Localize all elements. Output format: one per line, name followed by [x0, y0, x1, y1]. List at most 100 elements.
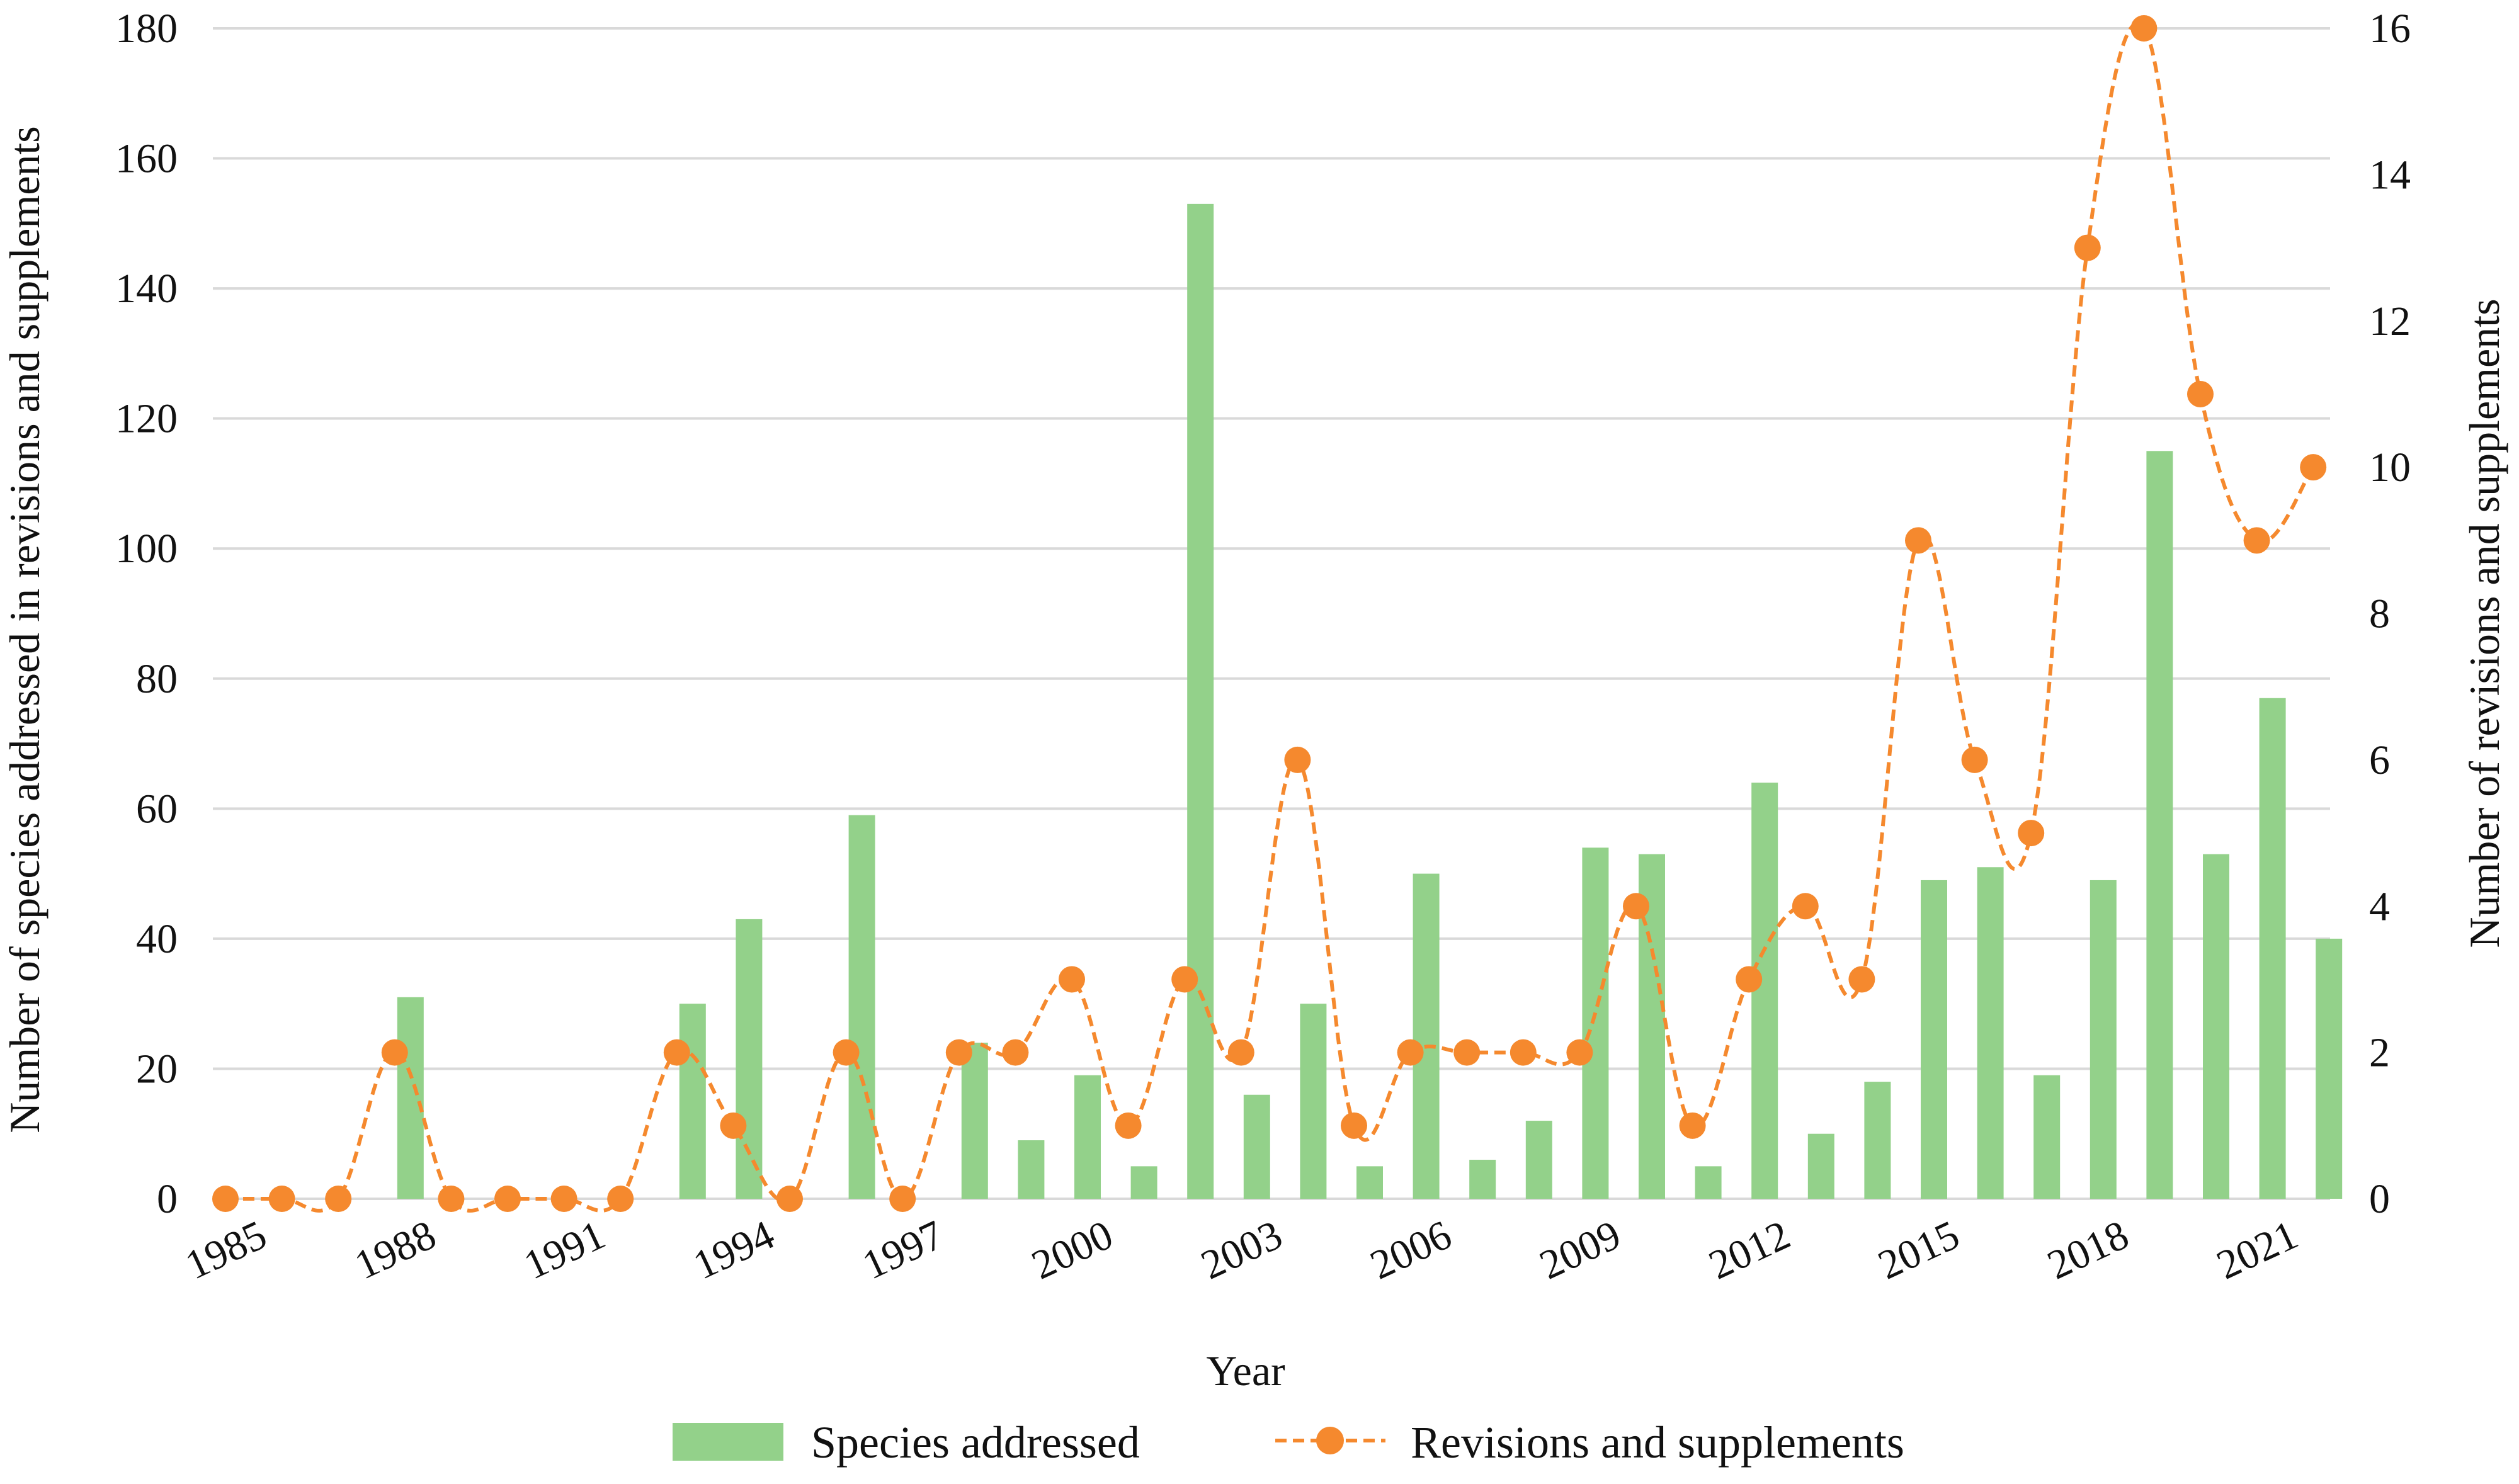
- line-point-1991: [550, 1186, 577, 1212]
- right-y-tick-label: 6: [2369, 737, 2390, 783]
- x-tick-label: 1997: [856, 1212, 950, 1289]
- right-y-tick-label: 10: [2369, 445, 2411, 490]
- left-y-tick-label: 20: [136, 1046, 178, 1092]
- left-y-axis-title: Number of species addressed in revisions…: [1, 126, 48, 1133]
- line-point-1988: [381, 1039, 408, 1066]
- right-y-axis-ticks: 0 2 4 6 8 10 12 14 16: [2369, 6, 2411, 1222]
- line-point-2018: [2074, 234, 2101, 261]
- bar-2013: [1807, 1133, 1834, 1199]
- bar-1999: [1018, 1140, 1045, 1199]
- bar-1998: [961, 1043, 988, 1199]
- left-y-tick-label: 80: [136, 656, 178, 702]
- bar-2022: [2316, 938, 2343, 1199]
- bar-2019: [2146, 451, 2173, 1199]
- x-tick-label: 1988: [348, 1212, 442, 1289]
- bar-2003: [1243, 1094, 1270, 1199]
- line-point-2019: [2130, 15, 2158, 42]
- line-point-2013: [1792, 893, 1819, 920]
- line-point-2003: [1227, 1039, 1254, 1066]
- line-point-1997: [889, 1186, 916, 1212]
- x-axis-ticks: 1985 1988 1991 1994 1997 2000 2003 2006 2009 2012…: [179, 1212, 2305, 1289]
- bar-2008: [1525, 1121, 1552, 1199]
- line-point-2012: [1736, 966, 1763, 993]
- right-y-tick-label: 12: [2369, 298, 2411, 344]
- line-point-1998: [945, 1039, 972, 1066]
- line-point-1993: [663, 1039, 690, 1066]
- line-point-1995: [776, 1186, 803, 1212]
- line-point-2021: [2243, 527, 2270, 554]
- line-point-2014: [1848, 966, 1875, 993]
- legend-bar-label: Species addressed: [811, 1417, 1140, 1468]
- bar-2001: [1130, 1166, 1157, 1199]
- x-tick-label: 2003: [1194, 1212, 1288, 1289]
- x-tick-label: 2018: [2040, 1212, 2135, 1289]
- x-axis-title: Year: [1206, 1347, 1285, 1395]
- right-y-axis-title: Number of revisions and supplements: [2460, 298, 2508, 948]
- right-y-tick-label: 16: [2369, 6, 2411, 52]
- left-y-axis-ticks: 0 20 40 60 80 100 120 140 160 180: [115, 6, 178, 1222]
- line-point-1987: [325, 1186, 352, 1212]
- line-point-1985: [212, 1186, 239, 1212]
- x-tick-label: 1994: [686, 1212, 781, 1289]
- bar-1988: [397, 997, 424, 1199]
- line-point-2011: [1679, 1112, 1706, 1139]
- line-point-1990: [494, 1186, 521, 1212]
- line-point-2009: [1566, 1039, 1593, 1066]
- left-y-tick-label: 180: [115, 6, 178, 52]
- legend: Species addressed Revisions and suppleme…: [673, 1417, 1904, 1468]
- right-y-tick-label: 14: [2369, 152, 2411, 198]
- bar-2004: [1300, 1004, 1327, 1199]
- bar-2002: [1187, 203, 1214, 1199]
- x-tick-label: 2012: [1702, 1212, 1797, 1289]
- x-tick-label: 1985: [179, 1212, 273, 1289]
- left-y-tick-label: 60: [136, 786, 178, 832]
- x-tick-label: 2009: [1533, 1212, 1627, 1289]
- left-y-tick-label: 40: [136, 916, 178, 962]
- bar-2016: [1977, 867, 2004, 1199]
- right-y-tick-label: 4: [2369, 883, 2390, 929]
- legend-line-marker: [1316, 1427, 1344, 1454]
- line-point-2001: [1115, 1112, 1142, 1139]
- legend-line-label: Revisions and supplements: [1411, 1417, 1904, 1468]
- bar-2012: [1751, 783, 1778, 1199]
- bar-2006: [1413, 873, 1440, 1199]
- bar-2015: [1921, 880, 1947, 1199]
- x-tick-label: 2021: [2210, 1212, 2304, 1289]
- bar-2020: [2203, 854, 2229, 1199]
- line-series-revisions: [212, 15, 2327, 1213]
- x-tick-label: 2015: [1872, 1212, 1966, 1289]
- right-y-tick-label: 0: [2369, 1176, 2390, 1222]
- left-y-tick-label: 160: [115, 136, 178, 182]
- x-tick-label: 2000: [1025, 1212, 1120, 1289]
- left-y-tick-label: 0: [157, 1176, 178, 1222]
- gridlines: [213, 27, 2330, 1200]
- line-point-2004: [1284, 746, 1311, 773]
- x-tick-label: 2006: [1363, 1212, 1458, 1289]
- line-point-2022: [2300, 454, 2327, 481]
- bar-1996: [848, 815, 875, 1199]
- left-y-tick-label: 140: [115, 266, 178, 312]
- line-point-1999: [1002, 1039, 1029, 1066]
- line-point-2006: [1397, 1039, 1424, 1066]
- bar-2011: [1695, 1166, 1722, 1199]
- line-point-1986: [268, 1186, 295, 1212]
- bar-2021: [2259, 698, 2286, 1199]
- x-tick-label: 1991: [517, 1212, 611, 1289]
- bar-1993: [679, 1004, 706, 1199]
- left-y-tick-label: 120: [115, 396, 178, 442]
- left-y-tick-label: 100: [115, 526, 178, 572]
- bar-2005: [1356, 1166, 1383, 1199]
- bar-2007: [1469, 1160, 1496, 1199]
- line-point-2020: [2187, 380, 2214, 407]
- line-point-1994: [720, 1112, 747, 1139]
- line-point-2017: [2018, 820, 2045, 847]
- right-y-tick-label: 2: [2369, 1030, 2390, 1076]
- bar-2018: [2090, 880, 2117, 1199]
- line-point-1992: [607, 1186, 634, 1212]
- bar-series-species-addressed: [397, 203, 2343, 1199]
- bar-1994: [736, 919, 763, 1199]
- bar-2000: [1074, 1075, 1101, 1199]
- bar-2009: [1582, 847, 1609, 1199]
- line-point-1989: [438, 1186, 465, 1212]
